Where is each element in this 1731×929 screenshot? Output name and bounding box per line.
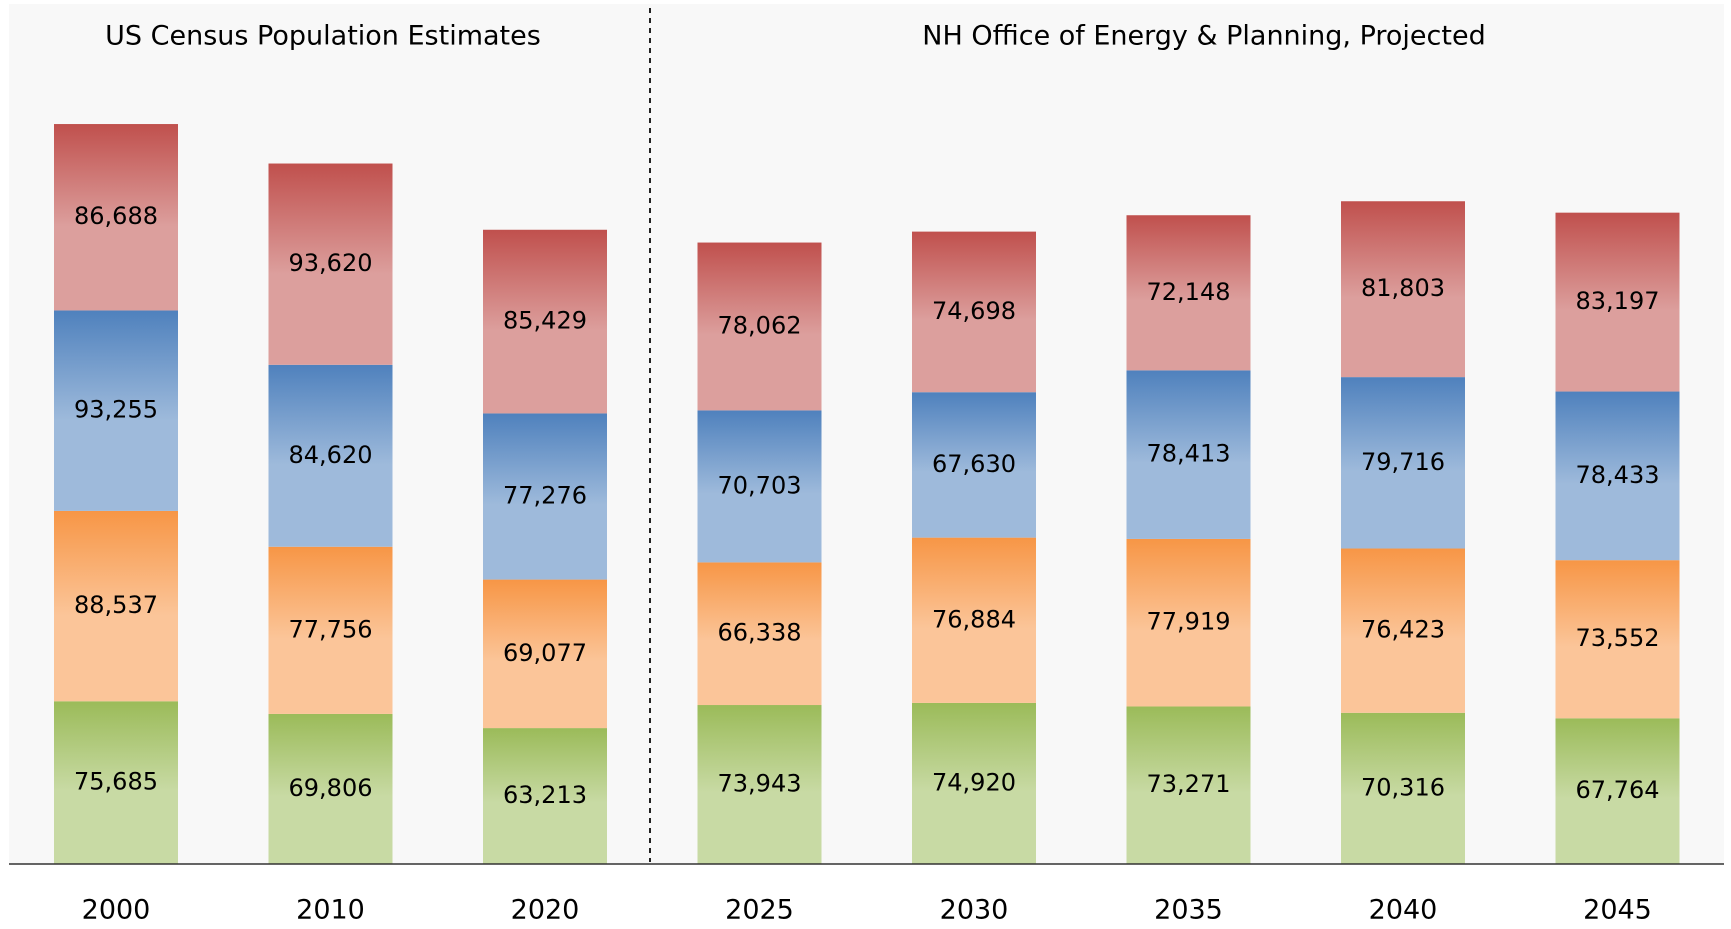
data-label: 74,920 — [932, 768, 1016, 796]
data-label: 76,423 — [1361, 616, 1445, 644]
bar-segment — [912, 392, 1036, 538]
data-label: 78,433 — [1576, 461, 1660, 489]
data-label: 77,756 — [289, 615, 373, 643]
data-label: 73,943 — [718, 770, 802, 798]
bar-segment — [268, 713, 393, 864]
bar-segment — [1555, 560, 1680, 719]
bar-segment — [912, 537, 1036, 703]
data-label: 79,716 — [1361, 448, 1445, 476]
data-label: 69,806 — [289, 774, 373, 802]
data-label: 70,316 — [1361, 773, 1445, 801]
bar-segment — [54, 310, 178, 511]
bar-segment — [1555, 718, 1680, 864]
bar-segment — [1126, 215, 1251, 371]
x-tick-label: 2040 — [1369, 895, 1438, 926]
bar-segment — [1555, 212, 1680, 392]
section-title: US Census Population Estimates — [105, 21, 541, 52]
data-label: 85,429 — [503, 307, 587, 335]
data-label: 69,077 — [503, 639, 587, 667]
data-label: 77,919 — [1147, 608, 1231, 636]
bar-segment — [54, 701, 178, 864]
bar-segment — [54, 124, 178, 311]
bar-segment — [1341, 712, 1465, 864]
x-tick-label: 2030 — [940, 895, 1009, 926]
bar-segment — [912, 231, 1036, 393]
x-tick-label: 2035 — [1154, 895, 1223, 926]
bar-segment — [268, 163, 393, 365]
bar-segment — [912, 702, 1036, 864]
bar-segment — [483, 579, 607, 729]
data-label: 83,197 — [1576, 287, 1660, 315]
plot-background — [9, 4, 1724, 864]
bar-segment — [697, 562, 822, 706]
bar-segment — [268, 546, 393, 714]
data-label: 77,276 — [503, 482, 587, 510]
data-label: 70,703 — [718, 471, 802, 499]
data-label: 73,271 — [1147, 770, 1231, 798]
data-label: 76,884 — [932, 605, 1016, 633]
x-tick-label: 2020 — [511, 895, 580, 926]
data-label: 78,413 — [1147, 440, 1231, 468]
data-label: 88,537 — [74, 591, 158, 619]
bar-segment — [1555, 391, 1680, 561]
data-label: 66,338 — [718, 619, 802, 647]
data-label: 93,620 — [289, 249, 373, 277]
data-label: 63,213 — [503, 781, 587, 809]
x-tick-label: 2045 — [1583, 895, 1652, 926]
data-label: 86,688 — [74, 202, 158, 230]
bar-segment — [1126, 706, 1251, 864]
section-title: NH Office of Energy & Planning, Projecte… — [922, 21, 1485, 52]
bar-segment — [483, 413, 607, 580]
data-label: 72,148 — [1147, 278, 1231, 306]
bar-segment — [483, 728, 607, 864]
bar-segment — [1341, 377, 1465, 549]
data-label: 81,803 — [1361, 274, 1445, 302]
data-label: 74,698 — [932, 297, 1016, 325]
bar-segment — [1126, 370, 1251, 539]
bar-segment — [268, 364, 393, 547]
data-label: 67,630 — [932, 450, 1016, 478]
bar-segment — [697, 705, 822, 864]
bar-segment — [483, 229, 607, 414]
data-label: 75,685 — [74, 768, 158, 796]
data-label: 93,255 — [74, 396, 158, 424]
data-label: 84,620 — [289, 441, 373, 469]
bar-segment — [1341, 548, 1465, 713]
x-tick-label: 2025 — [725, 895, 794, 926]
bar-segment — [1126, 538, 1251, 707]
x-tick-label: 2010 — [296, 895, 365, 926]
bar-segment — [697, 242, 822, 411]
x-tick-label: 2000 — [82, 895, 151, 926]
data-label: 67,764 — [1576, 776, 1660, 804]
bar-segment — [1341, 201, 1465, 378]
bar-segment — [697, 410, 822, 563]
data-label: 73,552 — [1576, 624, 1660, 652]
bar-segment — [54, 510, 178, 702]
data-label: 78,062 — [718, 311, 802, 339]
